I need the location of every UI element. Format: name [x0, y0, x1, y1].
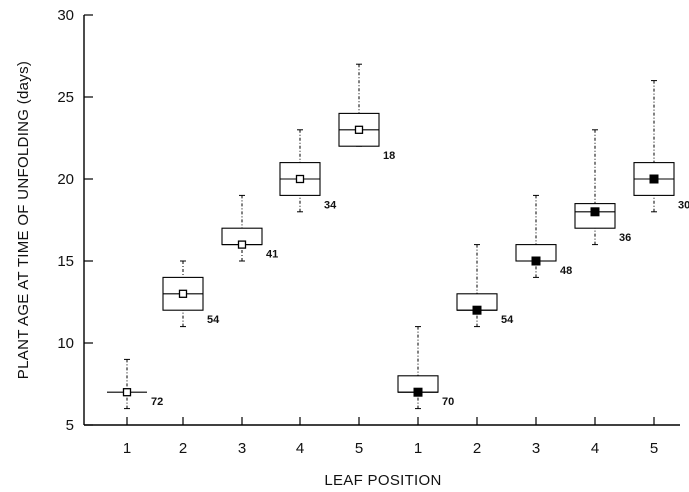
count-label: 41 — [266, 249, 278, 261]
y-tick-label: 20 — [57, 171, 74, 188]
mean-marker-open — [122, 388, 132, 397]
box-group: 72 — [107, 358, 163, 410]
count-label: 54 — [207, 314, 220, 326]
x-tick-label: 1 — [414, 440, 422, 457]
box-group: 41 — [221, 194, 278, 262]
plot-marks: 72 54 41 34 18 70 54 48 36 30 — [107, 63, 689, 410]
count-label: 70 — [442, 396, 454, 408]
x-tick-label: 3 — [532, 440, 540, 457]
count-label: 30 — [678, 199, 689, 211]
x-tick-label: 5 — [650, 440, 658, 457]
x-axis-title: LEAF POSITION — [324, 472, 441, 489]
box-group: 54 — [456, 244, 514, 328]
mean-marker-filled — [531, 256, 541, 266]
y-tick-label: 15 — [57, 253, 74, 270]
y-axis-ticks: 5 10 15 20 25 30 — [57, 7, 93, 434]
y-tick-label: 5 — [66, 417, 74, 434]
mean-marker-filled — [590, 207, 600, 217]
mean-marker-open — [295, 174, 305, 184]
box-group: 54 — [162, 260, 220, 328]
y-tick-label: 30 — [57, 7, 74, 24]
box-group: 30 — [633, 80, 689, 213]
count-label: 18 — [383, 150, 395, 162]
mean-marker-open — [178, 289, 188, 298]
box-group: 48 — [515, 194, 572, 278]
x-axis-ticks: 1 2 3 4 5 1 2 3 4 5 — [123, 417, 658, 457]
box-group: 70 — [397, 326, 454, 410]
count-label: 48 — [560, 265, 572, 277]
x-tick-label: 3 — [238, 440, 246, 457]
x-tick-label: 2 — [179, 440, 187, 457]
y-tick-label: 25 — [57, 89, 74, 106]
mean-marker-filled — [472, 305, 482, 315]
count-label: 72 — [151, 396, 163, 408]
mean-marker-filled — [649, 174, 659, 184]
x-tick-label: 1 — [123, 440, 131, 457]
y-tick-label: 10 — [57, 335, 74, 352]
count-label: 54 — [501, 314, 514, 326]
box-group: 18 — [338, 63, 395, 162]
x-tick-label: 2 — [473, 440, 481, 457]
box-group: 34 — [279, 129, 337, 213]
y-axis-title: PLANT AGE AT TIME OF UNFOLDING (days) — [15, 61, 32, 379]
x-tick-label: 5 — [355, 440, 363, 457]
box-group: 36 — [574, 129, 631, 246]
mean-marker-open — [354, 125, 364, 134]
count-label: 34 — [324, 199, 337, 211]
x-tick-label: 4 — [591, 440, 599, 457]
mean-marker-filled — [413, 387, 423, 397]
count-label: 36 — [619, 232, 631, 244]
mean-marker-open — [237, 240, 247, 249]
x-tick-label: 4 — [296, 440, 304, 457]
